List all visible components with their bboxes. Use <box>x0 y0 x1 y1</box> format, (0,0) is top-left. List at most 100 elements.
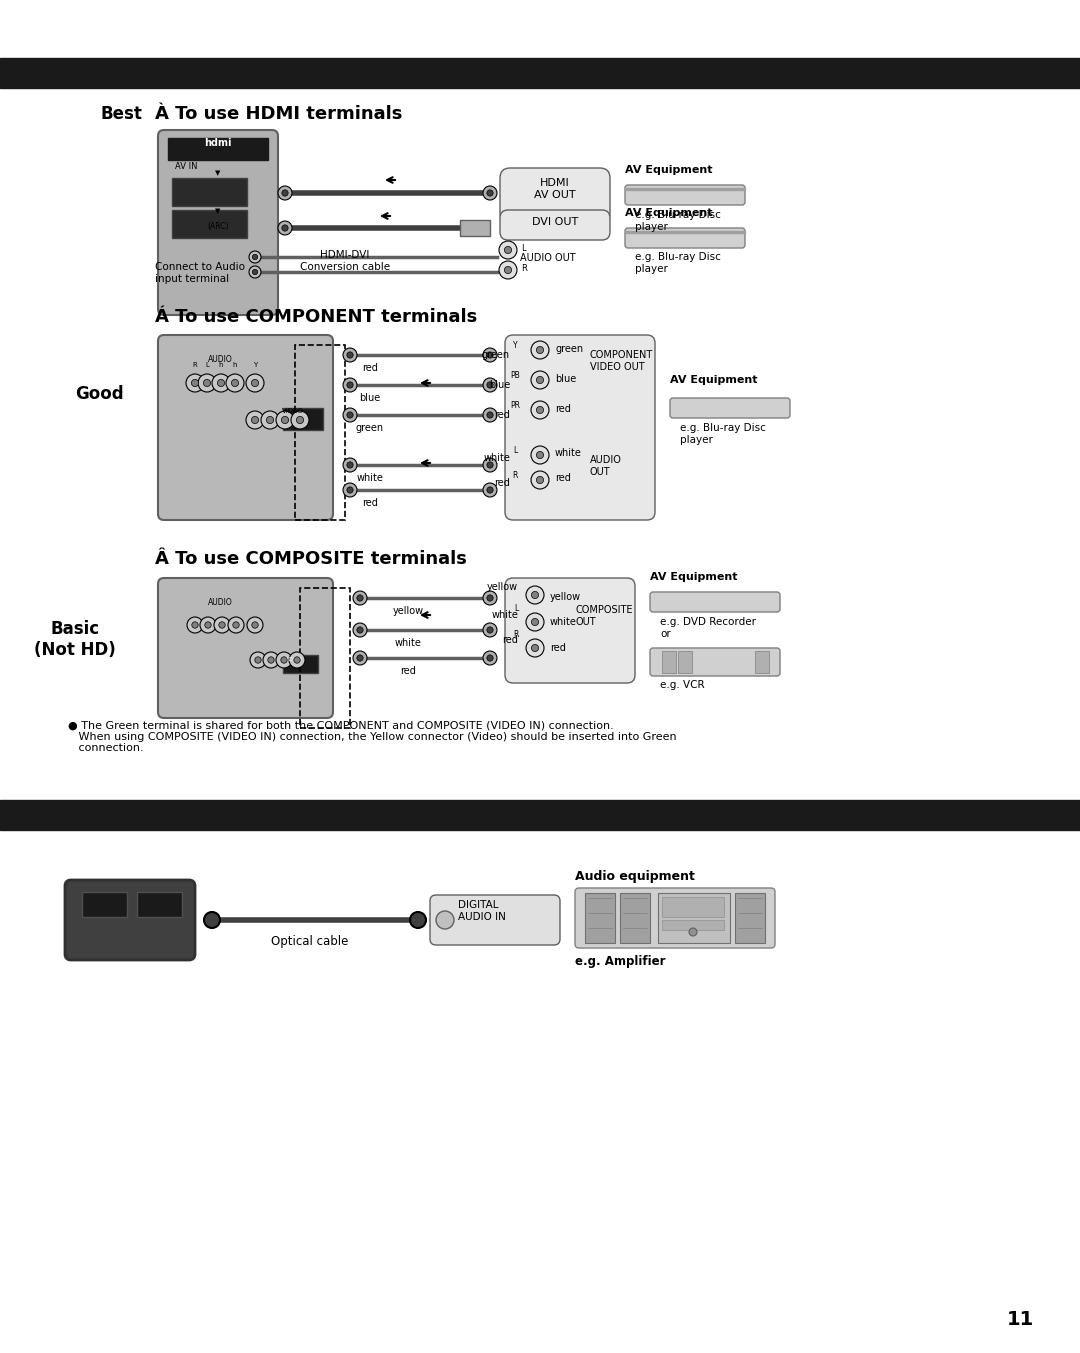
Bar <box>735 893 765 943</box>
Circle shape <box>410 912 426 928</box>
Text: white: white <box>491 610 518 620</box>
FancyBboxPatch shape <box>65 879 195 961</box>
Text: COMPOSITE
OUT: COMPOSITE OUT <box>575 605 633 626</box>
Text: Audio equipment: Audio equipment <box>575 870 694 884</box>
Text: e.g. Amplifier: e.g. Amplifier <box>575 955 665 967</box>
Circle shape <box>343 377 357 392</box>
Circle shape <box>531 644 539 652</box>
Bar <box>172 210 247 238</box>
Circle shape <box>343 459 357 472</box>
Text: (ARC): (ARC) <box>207 222 229 231</box>
Text: Y: Y <box>253 363 257 368</box>
Text: VIDEO: VIDEO <box>283 658 302 662</box>
Circle shape <box>487 382 494 388</box>
Circle shape <box>347 411 353 418</box>
Bar <box>662 651 676 672</box>
Bar <box>620 893 650 943</box>
Circle shape <box>353 622 367 637</box>
Circle shape <box>483 591 497 605</box>
Circle shape <box>537 452 543 459</box>
Text: white: white <box>394 639 421 648</box>
Text: hdmi: hdmi <box>204 138 232 147</box>
Bar <box>168 138 268 160</box>
FancyBboxPatch shape <box>505 336 654 520</box>
Bar <box>283 655 318 672</box>
Text: red: red <box>555 405 571 414</box>
Text: e.g. VCR: e.g. VCR <box>660 681 704 690</box>
Circle shape <box>483 348 497 363</box>
Text: Best: Best <box>100 106 141 123</box>
Circle shape <box>191 379 199 387</box>
Circle shape <box>252 622 258 628</box>
Text: white: white <box>356 474 383 483</box>
Bar <box>662 920 724 930</box>
Bar <box>662 897 724 917</box>
Text: red: red <box>400 666 416 676</box>
Bar <box>295 345 345 520</box>
Circle shape <box>261 411 279 429</box>
FancyBboxPatch shape <box>625 229 745 248</box>
Circle shape <box>343 483 357 497</box>
Text: AV Equipment: AV Equipment <box>625 208 713 218</box>
Text: ● The Green terminal is shared for both the COMPONENT and COMPOSITE (VIDEO IN) c: ● The Green terminal is shared for both … <box>68 720 677 754</box>
Circle shape <box>531 371 549 390</box>
Circle shape <box>347 382 353 388</box>
Text: Basic
(Not HD): Basic (Not HD) <box>35 620 116 659</box>
Text: yellow: yellow <box>550 593 581 602</box>
Text: blue: blue <box>489 380 510 390</box>
Circle shape <box>255 656 261 663</box>
Bar <box>283 409 323 430</box>
Circle shape <box>531 341 549 359</box>
Text: red: red <box>495 478 510 488</box>
Text: AUDIO OUT: AUDIO OUT <box>519 253 576 262</box>
Text: ▼: ▼ <box>215 208 220 214</box>
Text: À To use HDMI terminals: À To use HDMI terminals <box>156 106 403 123</box>
Text: green: green <box>356 423 384 433</box>
Text: yellow: yellow <box>487 582 518 593</box>
Text: Y: Y <box>513 341 517 350</box>
Circle shape <box>343 409 357 422</box>
Text: red: red <box>555 474 571 483</box>
Text: R: R <box>512 471 517 480</box>
Circle shape <box>537 376 543 384</box>
Text: Connect to Audio
input terminal: Connect to Audio input terminal <box>156 262 245 284</box>
Circle shape <box>212 373 230 392</box>
Text: R: R <box>513 629 518 639</box>
Text: Á To use COMPONENT terminals: Á To use COMPONENT terminals <box>156 308 477 326</box>
Circle shape <box>291 411 309 429</box>
Circle shape <box>531 618 539 625</box>
Circle shape <box>231 379 239 387</box>
Circle shape <box>252 417 258 423</box>
Circle shape <box>198 373 216 392</box>
Circle shape <box>233 622 239 628</box>
FancyBboxPatch shape <box>500 210 610 239</box>
Text: h: h <box>233 363 238 368</box>
Text: blue: blue <box>360 392 380 403</box>
Circle shape <box>276 411 294 429</box>
Circle shape <box>531 591 539 598</box>
Bar <box>82 892 127 917</box>
Text: e.g. Blu-ray Disc
player: e.g. Blu-ray Disc player <box>635 210 720 231</box>
Circle shape <box>219 622 226 628</box>
Bar <box>460 221 490 235</box>
Circle shape <box>483 622 497 637</box>
Bar <box>678 651 692 672</box>
Text: HDMI-DVI
Conversion cable: HDMI-DVI Conversion cable <box>300 250 390 272</box>
Circle shape <box>537 476 543 483</box>
FancyBboxPatch shape <box>158 578 333 718</box>
Text: R: R <box>521 264 527 273</box>
Circle shape <box>282 225 288 231</box>
Circle shape <box>246 373 264 392</box>
Circle shape <box>689 928 697 936</box>
Circle shape <box>499 261 517 279</box>
FancyBboxPatch shape <box>670 398 789 418</box>
Circle shape <box>499 241 517 258</box>
Text: DVI OUT: DVI OUT <box>531 216 578 227</box>
Circle shape <box>483 377 497 392</box>
FancyBboxPatch shape <box>625 185 745 206</box>
Circle shape <box>347 461 353 468</box>
Circle shape <box>289 652 305 668</box>
Circle shape <box>531 400 549 419</box>
Circle shape <box>526 639 544 658</box>
Bar <box>300 589 350 728</box>
